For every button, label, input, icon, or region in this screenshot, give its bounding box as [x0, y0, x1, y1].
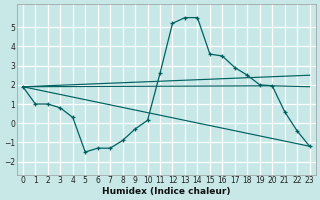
- X-axis label: Humidex (Indice chaleur): Humidex (Indice chaleur): [102, 187, 230, 196]
